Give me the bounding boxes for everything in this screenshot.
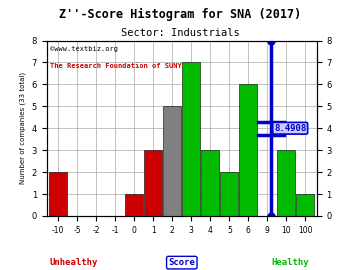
Bar (220, 172, 238, 216)
Text: 8.4908: 8.4908 (274, 124, 306, 133)
Bar (163, 106, 181, 216)
Bar (201, 150, 219, 216)
Bar (49, 172, 67, 216)
Bar (125, 194, 143, 216)
Text: Z''-Score Histogram for SNA (2017): Z''-Score Histogram for SNA (2017) (59, 8, 301, 21)
Bar (182, 62, 200, 216)
Text: ©www.textbiz.org: ©www.textbiz.org (50, 46, 117, 52)
Y-axis label: Number of companies (33 total): Number of companies (33 total) (20, 72, 26, 184)
Text: Score: Score (168, 258, 195, 267)
Bar (277, 150, 296, 216)
Text: Sector: Industrials: Sector: Industrials (121, 28, 239, 38)
Bar (296, 194, 314, 216)
Bar (144, 150, 162, 216)
Bar (239, 84, 257, 216)
Text: Unhealthy: Unhealthy (50, 258, 98, 267)
Text: Healthy: Healthy (271, 258, 309, 267)
Text: The Research Foundation of SUNY: The Research Foundation of SUNY (50, 63, 181, 69)
